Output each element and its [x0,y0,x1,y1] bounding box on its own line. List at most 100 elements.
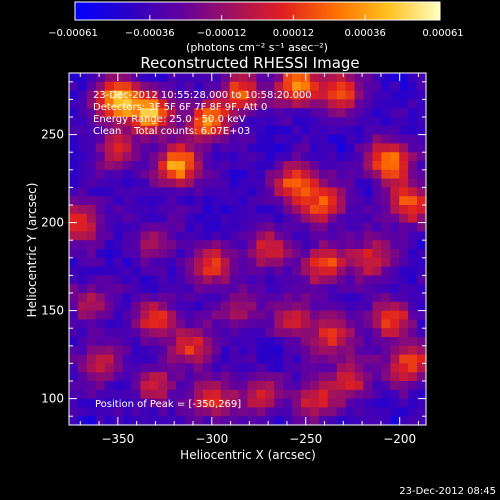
heatmap-cell [122,398,132,408]
heatmap-cell [309,143,320,153]
heatmap-cell [283,354,293,364]
heatmap-cell [345,398,356,408]
heatmap-cell [363,178,373,188]
heatmap-cell [113,125,124,136]
heatmap-cell [327,99,338,109]
heatmap-cell [265,161,275,171]
heatmap-cell [202,275,213,285]
heatmap-cell [327,169,338,180]
heatmap-cell [69,231,79,241]
heatmap-cell [95,328,106,338]
heatmap-cell [345,152,356,162]
heatmap-cell [256,293,266,303]
heatmap-cell [158,99,168,109]
heatmap-cell [390,187,400,197]
heatmap-cell [274,90,284,100]
heatmap-cell [399,99,409,109]
heatmap-cell [211,125,222,136]
heatmap-cell [69,222,79,232]
heatmap-cell [265,372,275,382]
heatmap-cell [327,398,338,408]
heatmap-cell [158,275,168,285]
heatmap-cell [131,319,141,329]
heatmap-cell [399,301,409,312]
heatmap-cell [417,257,427,268]
heatmap-cell [113,222,124,232]
heatmap-cell [417,81,427,92]
heatmap-cell [220,222,231,232]
heatmap-cell [256,161,266,171]
heatmap-cell [372,257,382,268]
heatmap-cell [202,196,213,206]
heatmap-cell [390,328,400,338]
heatmap-cell [229,81,240,92]
heatmap-cell [292,372,302,382]
heatmap-cell [381,372,391,382]
heatmap-cell [113,205,124,215]
heatmap-cell [381,117,391,127]
heatmap-cell [363,169,373,180]
heatmap-cell [417,381,427,391]
heatmap-cell [247,249,257,259]
heatmap-cell [131,108,141,118]
heatmap-cell [283,407,293,417]
heatmap-cell [229,337,240,347]
heatmap-cell [185,301,195,312]
heatmap-cell [265,293,275,303]
heatmap-cell [381,81,391,92]
heatmap-cell [390,125,400,136]
heatmap-cell [140,257,150,268]
heatmap-cell [122,134,132,144]
heatmap-cell [318,398,329,408]
heatmap-cell [372,398,382,408]
heatmap-cell [86,372,97,382]
heatmap-cell [140,249,150,259]
heatmap-cell [140,301,150,312]
heatmap-cell [247,99,257,109]
heatmap-cell [283,81,293,92]
heatmap-cell [390,275,400,285]
heatmap-cell [77,372,88,382]
heatmap-cell [113,143,124,153]
heatmap-cell [202,152,213,162]
heatmap-cell [140,284,150,294]
heatmap-cell [327,407,338,417]
heatmap-cell [265,196,275,206]
heatmap-cell [265,143,275,153]
heatmap-cell [176,161,186,171]
heatmap-cell [238,310,249,320]
heatmap-cell [69,125,79,136]
heatmap-cell [140,161,150,171]
heatmap-cell [193,389,204,400]
heatmap-cell [202,310,213,320]
heatmap-cell [363,381,373,391]
heatmap-cell [408,416,418,426]
heatmap-cell [193,328,204,338]
heatmap-cell [167,134,177,144]
heatmap-cell [167,354,177,364]
heatmap-cell [363,81,373,92]
heatmap-cell [283,337,293,347]
heatmap-cell [176,196,186,206]
heatmap-cell [390,213,400,224]
heatmap-cell [318,319,329,329]
heatmap-cell [104,187,115,197]
heatmap-cell [167,108,177,118]
heatmap-cell [292,328,302,338]
heatmap-cell [149,213,159,224]
heatmap-cell [247,407,257,417]
heatmap-cell [363,257,373,268]
heatmap-cell [220,301,231,312]
heatmap-cell [327,301,338,312]
heatmap-cell [345,363,356,373]
heatmap-cell [185,143,195,153]
heatmap-cell [238,169,249,180]
heatmap-cell [354,416,365,426]
heatmap-cell [229,416,240,426]
heatmap-cell [229,381,240,391]
heatmap-cell [122,293,132,303]
heatmap-cell [345,240,356,250]
heatmap-cell [185,187,195,197]
heatmap-cell [345,169,356,180]
heatmap-cell [158,337,168,347]
